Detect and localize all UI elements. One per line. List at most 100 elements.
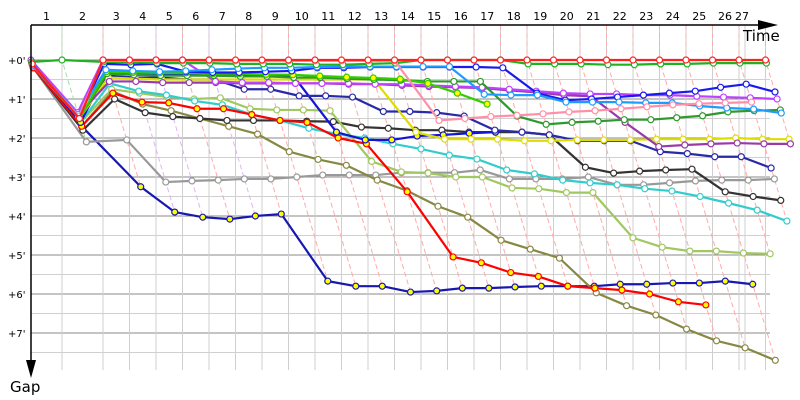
data-point xyxy=(159,79,167,87)
data-point xyxy=(786,140,795,148)
data-point xyxy=(691,87,699,95)
data-point xyxy=(193,105,201,113)
data-point xyxy=(616,280,624,288)
data-point xyxy=(75,114,84,123)
data-point xyxy=(773,95,781,103)
data-point xyxy=(109,89,117,97)
data-point xyxy=(643,280,651,288)
data-point xyxy=(452,173,460,181)
data-point xyxy=(445,63,454,71)
data-point xyxy=(178,56,187,64)
data-point xyxy=(674,298,683,306)
data-point xyxy=(284,56,293,64)
x-axis-label: Time xyxy=(742,27,780,45)
data-point xyxy=(749,280,757,288)
data-point xyxy=(655,56,664,64)
data-point xyxy=(588,98,597,106)
data-point xyxy=(735,56,743,64)
data-point xyxy=(698,112,707,120)
data-point xyxy=(319,171,327,179)
x-tick-label: 2 xyxy=(79,10,86,23)
data-point xyxy=(547,137,555,145)
data-point xyxy=(507,91,515,99)
data-point xyxy=(368,157,376,165)
data-point xyxy=(226,215,234,223)
series-group xyxy=(27,56,795,364)
y-tick-label: +6' xyxy=(8,290,26,301)
x-tick-label: 11 xyxy=(321,10,335,23)
data-point xyxy=(496,56,505,64)
data-point xyxy=(171,208,179,216)
data-point xyxy=(665,89,673,97)
data-point xyxy=(251,212,259,220)
data-point xyxy=(688,165,696,173)
data-point xyxy=(564,282,572,290)
data-point xyxy=(464,213,472,221)
data-point xyxy=(378,282,386,290)
data-point xyxy=(669,279,677,287)
data-point xyxy=(629,234,637,242)
data-point xyxy=(417,145,425,153)
data-point xyxy=(523,56,531,64)
x-tick-label: 18 xyxy=(507,10,521,23)
data-point xyxy=(185,79,193,87)
data-point xyxy=(584,173,592,181)
x-tick-labels: 1 2 3 4 5 6 7 8 9 10 11 12 13 14 15 16 17 18 19 20 21 22 23 24 2… xyxy=(43,10,749,23)
data-point xyxy=(686,247,694,255)
data-point xyxy=(761,56,770,64)
data-point xyxy=(58,56,66,64)
data-point xyxy=(373,176,381,184)
data-point xyxy=(559,89,567,97)
x-tick-label: 20 xyxy=(560,10,574,23)
data-point xyxy=(223,116,231,125)
data-point xyxy=(639,91,648,99)
data-point xyxy=(291,79,300,88)
data-point xyxy=(352,282,360,290)
data-point xyxy=(682,56,690,64)
data-point xyxy=(141,109,149,117)
y-tick-label: +2' xyxy=(8,134,26,145)
data-point xyxy=(610,169,618,177)
data-point xyxy=(635,167,644,175)
series-line xyxy=(31,58,767,66)
data-point xyxy=(708,56,717,64)
data-point xyxy=(472,63,480,71)
data-point xyxy=(238,79,246,87)
data-point xyxy=(412,128,420,136)
data-point xyxy=(267,175,275,183)
data-point xyxy=(533,91,542,99)
series-6 xyxy=(29,64,791,225)
data-point xyxy=(231,56,240,64)
series-line xyxy=(30,61,791,148)
data-point xyxy=(565,108,573,116)
data-point xyxy=(669,101,677,109)
x-tick-label: 19 xyxy=(533,10,547,23)
data-point xyxy=(493,135,502,143)
data-point xyxy=(225,122,233,130)
y-axis-arrow-icon xyxy=(26,360,36,378)
data-point xyxy=(162,91,171,99)
data-point xyxy=(135,87,143,95)
data-point xyxy=(643,103,651,111)
data-point xyxy=(695,279,703,287)
data-point xyxy=(478,173,486,181)
series-19 xyxy=(28,56,770,123)
x-tick-label: 1 xyxy=(43,10,50,23)
data-point xyxy=(620,116,628,124)
data-point xyxy=(641,185,649,193)
data-point xyxy=(618,286,626,294)
axes: Time Gap xyxy=(10,20,780,396)
data-point xyxy=(719,93,728,101)
data-point xyxy=(499,64,507,72)
data-point xyxy=(658,243,666,251)
data-point xyxy=(767,164,775,172)
data-point xyxy=(724,199,733,207)
data-point xyxy=(167,107,175,115)
x-tick-label: 16 xyxy=(454,10,468,23)
data-point xyxy=(721,277,729,285)
data-point xyxy=(615,98,623,106)
x-tick-label: 17 xyxy=(480,10,494,23)
data-point xyxy=(733,139,741,147)
x-tick-label: 26 xyxy=(718,10,732,23)
data-point xyxy=(403,188,411,196)
